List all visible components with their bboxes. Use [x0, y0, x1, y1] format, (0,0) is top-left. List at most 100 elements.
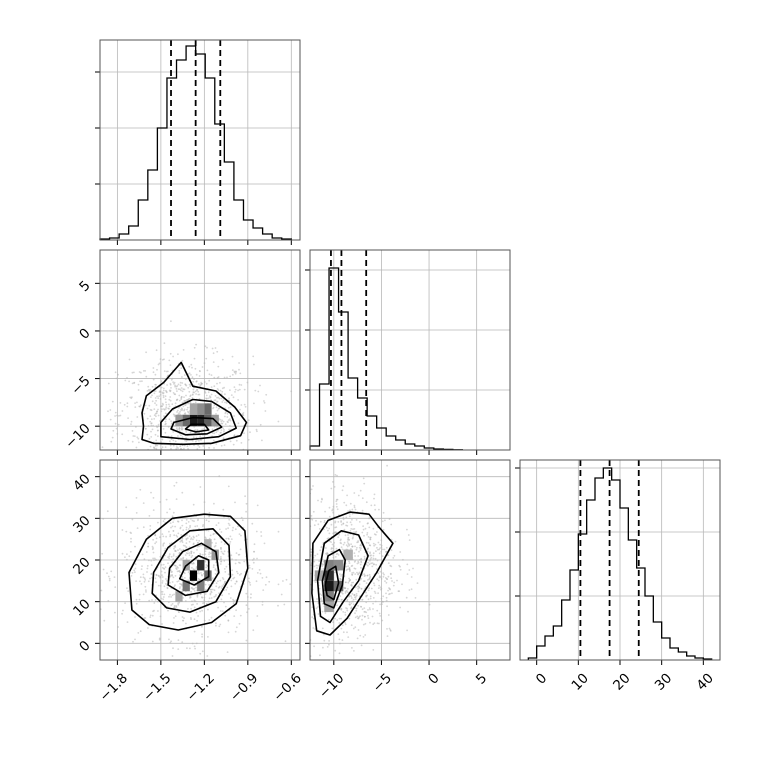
sample-point — [285, 578, 288, 581]
sample-point — [179, 445, 182, 448]
sample-point — [369, 608, 371, 611]
sample-point — [171, 655, 174, 657]
sample-point — [325, 547, 327, 549]
sample-point — [160, 448, 163, 450]
sample-point — [190, 607, 193, 610]
sample-point — [406, 528, 408, 531]
pair-0-density-cell — [189, 403, 198, 415]
sample-point — [231, 369, 234, 371]
sample-point — [134, 638, 136, 641]
sample-point — [201, 428, 204, 431]
sample-point — [127, 417, 129, 419]
sample-point — [170, 640, 173, 643]
pair-0-contour-2 — [170, 416, 223, 436]
sample-point — [151, 400, 154, 403]
sample-point — [143, 662, 145, 664]
sample-point — [163, 387, 165, 390]
sample-point — [174, 584, 176, 587]
sample-point — [205, 566, 208, 569]
sample-point — [153, 392, 156, 395]
sample-point — [242, 414, 245, 417]
hist-panel-2 — [515, 459, 721, 665]
sample-point — [214, 569, 217, 571]
sample-point — [163, 378, 166, 380]
xtick-label-param1-2: 0 — [425, 670, 442, 687]
sample-point — [192, 436, 195, 439]
sample-point — [200, 544, 202, 547]
sample-point — [201, 609, 204, 612]
sample-point — [354, 555, 356, 557]
sample-point — [358, 583, 361, 585]
sample-point — [187, 571, 190, 573]
sample-point — [356, 615, 359, 618]
sample-point — [145, 351, 148, 354]
sample-point — [274, 533, 276, 535]
sample-point — [162, 403, 165, 406]
sample-point — [248, 564, 251, 567]
sample-point — [322, 560, 325, 563]
sample-point — [210, 588, 213, 591]
sample-point — [137, 389, 140, 391]
sample-point — [321, 498, 323, 501]
sample-point — [192, 380, 195, 383]
sample-point — [197, 571, 200, 573]
sample-point — [332, 556, 335, 559]
sample-point — [173, 593, 176, 596]
sample-point — [107, 575, 110, 578]
sample-point — [245, 639, 248, 642]
sample-point — [241, 519, 244, 522]
sample-point — [193, 551, 195, 554]
sample-point — [155, 439, 158, 442]
sample-point — [341, 489, 344, 492]
sample-point — [219, 610, 222, 612]
sample-point — [277, 604, 279, 607]
sample-point — [213, 432, 216, 435]
sample-point — [245, 604, 248, 607]
sample-point — [185, 431, 188, 433]
sample-point — [138, 441, 140, 444]
sample-point — [346, 600, 348, 603]
sample-point — [181, 359, 184, 362]
sample-point — [114, 611, 116, 614]
sample-point — [203, 596, 206, 599]
sample-point — [206, 346, 208, 349]
sample-point — [208, 379, 211, 382]
sample-point — [193, 618, 196, 621]
sample-point — [367, 579, 369, 581]
pair-1-density-cell — [204, 539, 212, 550]
sample-point — [218, 592, 220, 594]
sample-point — [300, 607, 302, 609]
sample-point — [221, 464, 223, 466]
sample-point — [348, 562, 351, 564]
sample-point — [205, 556, 208, 558]
sample-point — [159, 419, 162, 422]
sample-point — [216, 425, 218, 428]
sample-point — [374, 557, 377, 560]
sample-point — [351, 661, 353, 663]
sample-point — [176, 385, 179, 387]
sample-point — [231, 355, 234, 358]
sample-point — [381, 520, 384, 523]
sample-point — [173, 518, 175, 521]
sample-point — [398, 590, 401, 593]
sample-point — [331, 550, 334, 553]
sample-point — [259, 423, 262, 426]
sample-point — [170, 604, 173, 606]
sample-point — [351, 508, 354, 511]
sample-point — [115, 377, 118, 380]
sample-point — [340, 627, 343, 630]
sample-point — [181, 541, 184, 544]
sample-point — [124, 379, 127, 382]
sample-point — [382, 595, 385, 598]
sample-point — [357, 629, 360, 631]
sample-point — [374, 508, 377, 511]
sample-point — [174, 393, 177, 396]
sample-point — [345, 544, 348, 547]
sample-point — [320, 599, 322, 601]
sample-point — [191, 519, 194, 522]
sample-point — [118, 415, 120, 417]
sample-point — [172, 521, 175, 523]
sample-point — [234, 391, 236, 393]
sample-point — [164, 571, 166, 574]
ytick-label-param2-1: 10 — [70, 596, 93, 619]
